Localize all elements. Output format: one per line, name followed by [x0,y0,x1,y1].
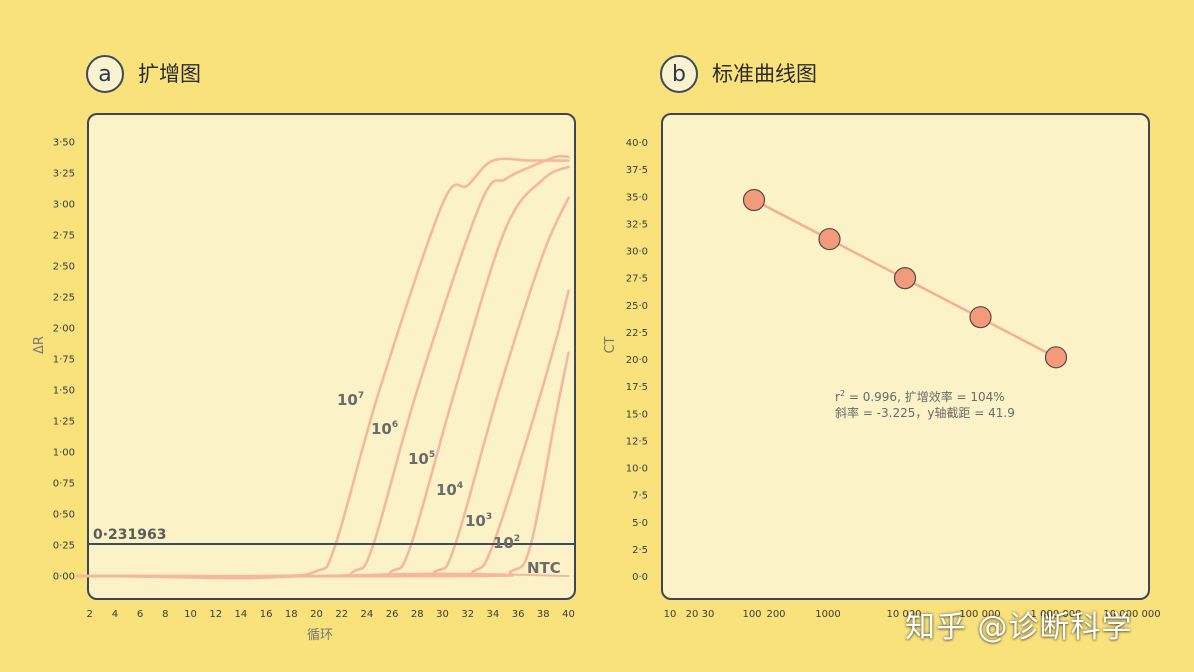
standard-curve [742,188,1068,369]
y-tick-label: 0·0 [632,572,648,583]
panel-a-title: 扩增图 [138,62,201,86]
watermark: 知乎 @诊断科学 [905,610,1133,645]
y-tick-label: 7·5 [632,491,648,502]
panel-b-badge: b [660,55,698,93]
amplification-plot-panel [87,113,576,600]
data-point [1044,346,1068,369]
x-tick-label: 28 [411,609,424,620]
x-tick-label: 200 [766,609,785,620]
y-axis-label: CT [603,336,618,353]
y-tick-label: 5·0 [632,518,648,529]
y-tick-label: 17·5 [626,382,648,393]
x-tick-label: 20 [310,609,323,620]
y-tick-label: 27·5 [626,274,648,285]
y-tick-label: 2·00 [53,324,75,335]
x-tick-label: 20 [686,609,699,620]
x-tick-label: 40 [562,609,575,620]
curve-label: 102 [493,534,520,552]
y-tick-label: 22·5 [626,328,648,339]
x-axis-label: 拷贝数 [920,630,959,645]
y-tick-label: 32·5 [626,219,648,230]
data-point [969,306,992,329]
x-tick-label: 30 [702,609,715,620]
y-tick-label: 40·0 [626,138,648,149]
curve-label: 106 [371,420,398,438]
y-tick-label: 1·75 [53,355,75,366]
amplification-curve-ntc [76,572,570,580]
x-tick-label: 6 [137,609,143,620]
y-tick-label: 1·25 [53,417,75,428]
y-tick-label: 1·00 [53,448,75,459]
y-tick-label: 0·00 [53,572,75,583]
x-tick-label: 10 [664,609,677,620]
x-axis-label: 循环 [307,628,333,643]
data-point [893,267,917,290]
x-tick-label: 26 [386,609,399,620]
x-tick-label: 16 [260,609,273,620]
y-tick-label: 12·5 [626,436,648,447]
stats-line-1: r2 = 0.996, 扩增效率 = 104% [835,389,1005,404]
standard-curve-panel [661,113,1150,600]
x-tick-label: 8 [162,609,168,620]
amplification-curve-7 [75,157,570,578]
x-tick-label: 4 [112,609,118,620]
threshold-label: 0·231963 [93,527,167,543]
y-tick-label: 0·75 [53,479,75,490]
y-tick-label: 2·25 [53,293,75,304]
x-tick-label: 10 000 [887,609,922,620]
x-tick-label: 10 000 000 [1103,609,1160,620]
y-tick-label: 35·0 [626,192,648,203]
ntc-label: NTC [527,559,561,577]
curve-label: 104 [436,481,463,499]
y-tick-label: 3·00 [53,200,75,211]
x-tick-label: 36 [512,609,525,620]
x-tick-label: 10 [184,609,197,620]
x-tick-label: 30 [436,609,449,620]
y-tick-label: 10·0 [626,464,648,475]
y-tick-label: 1·50 [53,386,75,397]
x-tick-label: 32 [461,609,474,620]
curve-label: 105 [408,450,435,468]
y-tick-label: 25·0 [626,301,648,312]
panel-b-title: 标准曲线图 [712,62,817,86]
y-tick-label: 30·0 [626,247,648,258]
data-point [742,188,766,212]
amplification-curve-5 [75,165,570,578]
x-tick-label: 24 [361,609,374,620]
curve-label: 103 [465,512,492,530]
x-tick-label: 100 000 [959,609,1000,620]
curve-label: 107 [337,391,364,409]
y-tick-label: 2·75 [53,231,75,242]
y-tick-label: 37·5 [626,165,648,176]
y-tick-label: 0·50 [53,510,75,521]
x-tick-label: 18 [285,609,298,620]
x-tick-label: 38 [537,609,550,620]
data-point [818,227,841,251]
x-tick-label: 34 [487,609,500,620]
stats-line-2: 斜率 = -3.225，y轴截距 = 41.9 [835,406,1015,420]
x-tick-label: 100 [742,609,761,620]
y-tick-label: 20·0 [626,355,648,366]
x-tick-label: 1 000 000 [1031,609,1082,620]
x-tick-label: 22 [335,609,348,620]
amplification-curve-6 [75,154,570,578]
y-tick-label: 2·5 [632,545,648,556]
y-axis-label: ΔR [32,336,47,354]
panel-a-badge: a [86,55,124,93]
y-tick-label: 0·25 [53,541,75,552]
x-tick-label: 1000 [815,609,840,620]
y-tick-label: 15·0 [626,409,648,420]
y-tick-label: 3·50 [53,138,75,149]
y-tick-label: 2·50 [53,262,75,273]
standard-curve-stats: r2 = 0.996, 扩增效率 = 104% 斜率 = -3.225，y轴截距… [835,386,1015,421]
x-tick-label: 14 [235,609,248,620]
x-tick-label: 12 [209,609,222,620]
x-tick-label: 2 [87,609,93,620]
y-tick-label: 3·25 [53,169,75,180]
